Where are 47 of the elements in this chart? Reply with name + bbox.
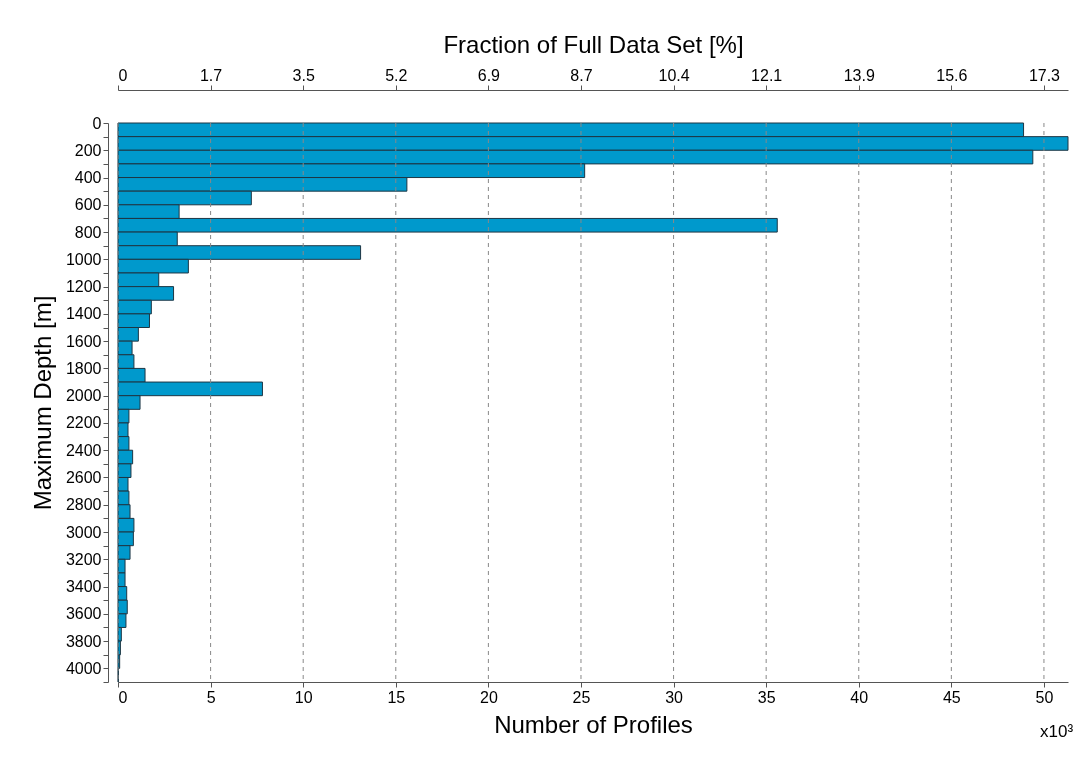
- x-tick-label: 25: [572, 688, 591, 706]
- y-tick-label: 2000: [65, 387, 102, 405]
- x2-tick-label: 13.9: [843, 66, 875, 84]
- y-tick-label: 3800: [65, 632, 102, 650]
- x-tick-label: 20: [479, 688, 498, 706]
- x-tick-label: 40: [850, 688, 869, 706]
- y-tick-label: 2200: [65, 414, 102, 432]
- y-tick-label: 1200: [65, 278, 102, 296]
- y-tick-label: 3400: [65, 578, 102, 596]
- x2-tick-label: 1.7: [199, 66, 223, 84]
- y-tick-label: 800: [74, 223, 102, 241]
- y-axis-title: Maximum Depth [m]: [28, 295, 56, 511]
- y-tick-label: 1000: [65, 250, 102, 268]
- y-tick-label: 2400: [65, 441, 102, 459]
- y-tick-label: 3200: [65, 550, 102, 568]
- x-tick-label: 45: [942, 688, 961, 706]
- x-tick-label: 10: [294, 688, 313, 706]
- x-axis-title: Number of Profiles: [494, 710, 693, 738]
- x2-tick-label: 8.7: [570, 66, 593, 84]
- x2-tick-label: 3.5: [292, 66, 315, 84]
- x2-axis-title: Fraction of Full Data Set [%]: [443, 30, 744, 58]
- y-tick-label: 600: [74, 196, 102, 214]
- text: x10³: [1040, 722, 1074, 742]
- y-tick-label: 200: [74, 141, 102, 159]
- x-tick-label: 50: [1035, 688, 1054, 706]
- x-tick-label: 35: [757, 688, 776, 706]
- x2-tick-label: 12.1: [751, 66, 783, 84]
- y-tick-label: 3600: [65, 605, 102, 623]
- x-tick-label: 0: [118, 688, 128, 706]
- x2-tick-label: 17.3: [1028, 66, 1061, 84]
- y-tick-label: 2800: [65, 496, 102, 514]
- x2-tick-label: 0: [118, 66, 128, 84]
- y-tick-label: 4000: [65, 659, 102, 677]
- x2-tick-label: 10.4: [658, 66, 690, 84]
- x-tick-label: 5: [206, 688, 216, 706]
- x-tick-label: 15: [387, 688, 406, 706]
- y-tick-label: 0: [92, 114, 102, 132]
- x-tick-label: 30: [665, 688, 684, 706]
- x2-tick-label: 15.6: [936, 66, 968, 84]
- y-tick-label: 400: [74, 169, 102, 187]
- y-tick-label: 1600: [65, 332, 102, 350]
- y-tick-label: 1400: [65, 305, 102, 323]
- y-tick-label: 1800: [65, 359, 102, 377]
- x2-tick-label: 5.2: [385, 66, 408, 84]
- y-tick-label: 3000: [65, 523, 102, 541]
- y-tick-label: 2600: [65, 468, 102, 486]
- x2-tick-label: 6.9: [477, 66, 501, 84]
